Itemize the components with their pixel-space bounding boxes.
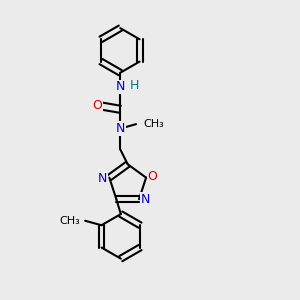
Text: N: N — [141, 193, 150, 206]
Text: N: N — [98, 172, 107, 185]
Text: O: O — [92, 99, 102, 112]
Text: H: H — [130, 79, 139, 92]
Text: CH₃: CH₃ — [143, 119, 164, 129]
Text: O: O — [148, 169, 158, 183]
Text: N: N — [116, 80, 125, 94]
Text: CH₃: CH₃ — [59, 216, 80, 226]
Text: N: N — [116, 122, 125, 135]
